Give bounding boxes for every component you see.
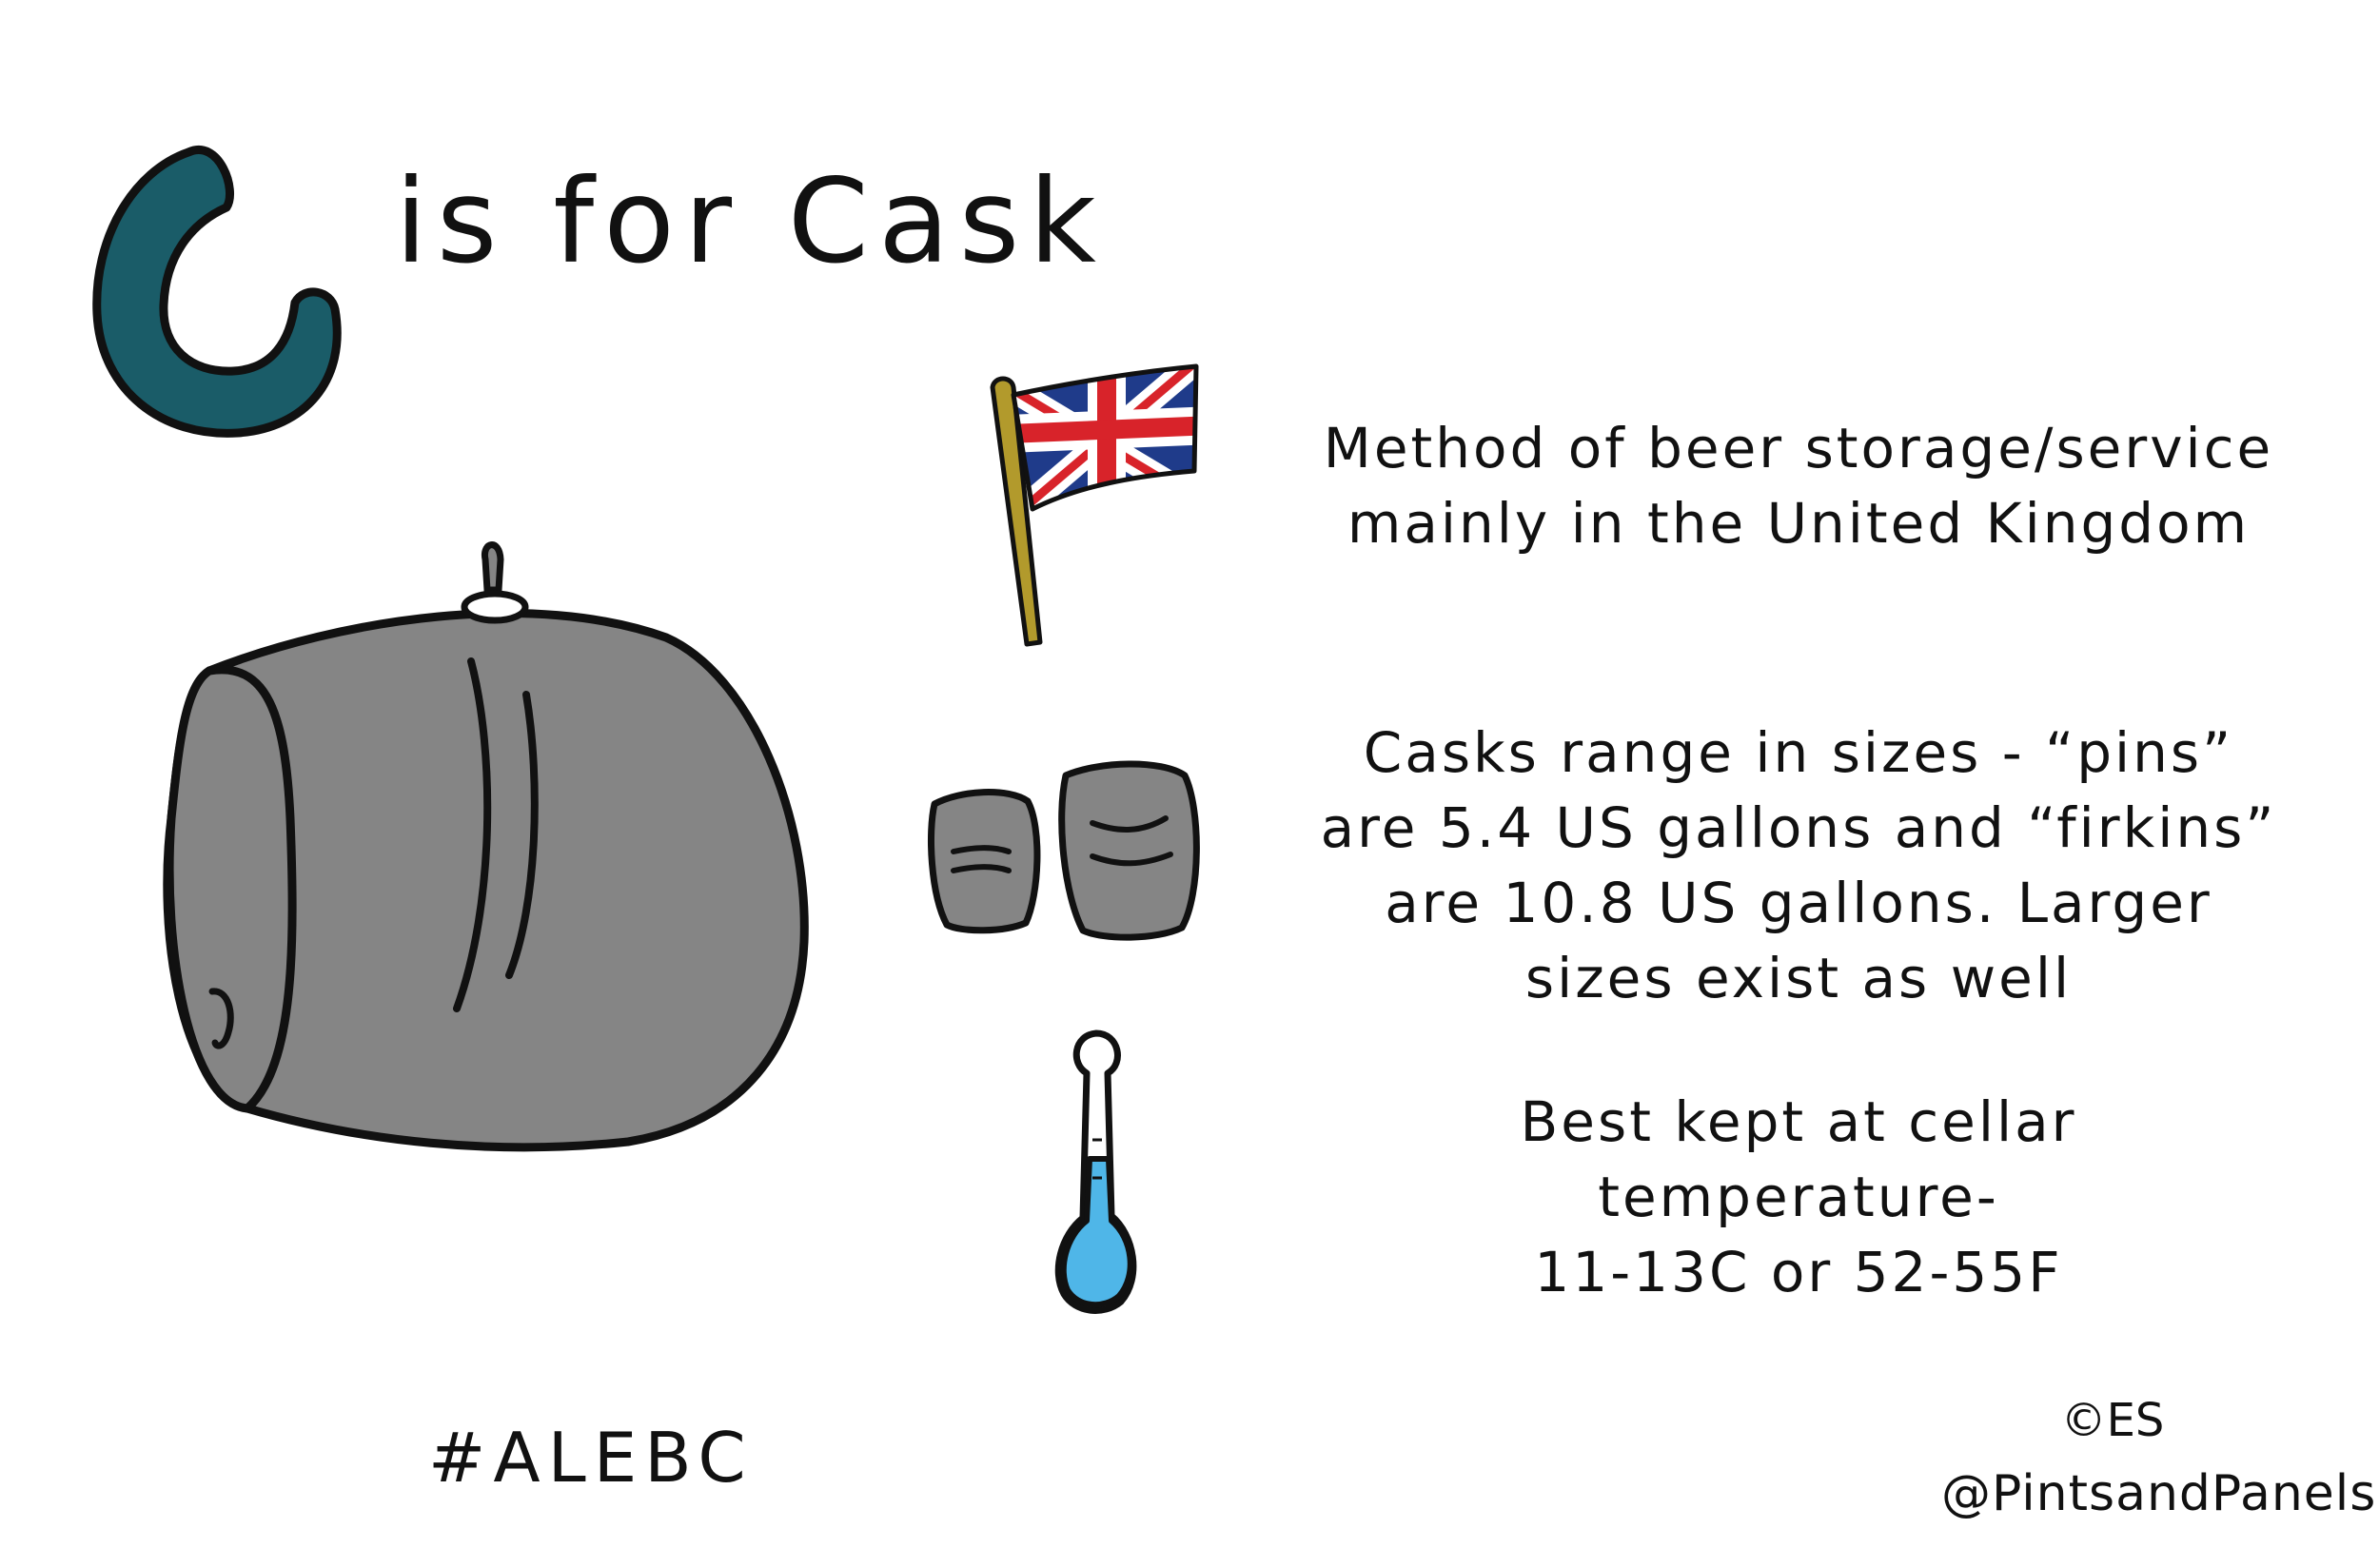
cask-barrel-icon — [163, 541, 809, 1152]
author-handle: @PintsandPanels — [1941, 1465, 2377, 1522]
copyright-mark: ©ES — [2060, 1394, 2165, 1447]
fact-sizes-text: Casks range in sizes - “pins” are 5.4 US… — [1320, 720, 2277, 1010]
thermometer-icon — [1054, 1029, 1137, 1314]
title-letter-c-icon: C — [92, 146, 342, 438]
small-casks-icon — [927, 760, 1200, 941]
page-title: is for Cask — [395, 154, 1106, 289]
fact-storage-text: Method of beer storage/service mainly in… — [1323, 416, 2274, 556]
union-jack-flag-icon — [990, 363, 1199, 647]
fact-temperature-text: Best kept at cellar temperature- 11-13C … — [1520, 1089, 2077, 1304]
hashtag: #ALEBC — [428, 1418, 754, 1498]
